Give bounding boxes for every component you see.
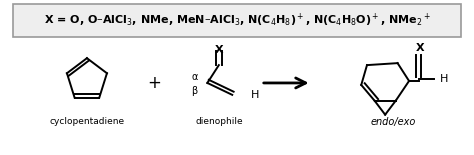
Text: H: H [439,74,448,84]
Text: X: X [215,45,223,55]
Text: α: α [191,72,198,82]
Text: β: β [191,86,198,96]
FancyBboxPatch shape [13,4,461,37]
Text: cyclopentadiene: cyclopentadiene [49,117,125,126]
Text: +: + [147,74,161,92]
Text: X: X [416,43,425,53]
Text: H: H [251,90,260,100]
Text: X = O, O–AlCl$_3$, NMe, MeN–AlCl$_3$, N(C$_4$H$_8$)$^+$, N(C$_4$H$_8$O)$^+$, NMe: X = O, O–AlCl$_3$, NMe, MeN–AlCl$_3$, N(… [44,12,430,29]
Text: dienophile: dienophile [195,117,243,126]
Text: endo/exo: endo/exo [370,117,416,127]
